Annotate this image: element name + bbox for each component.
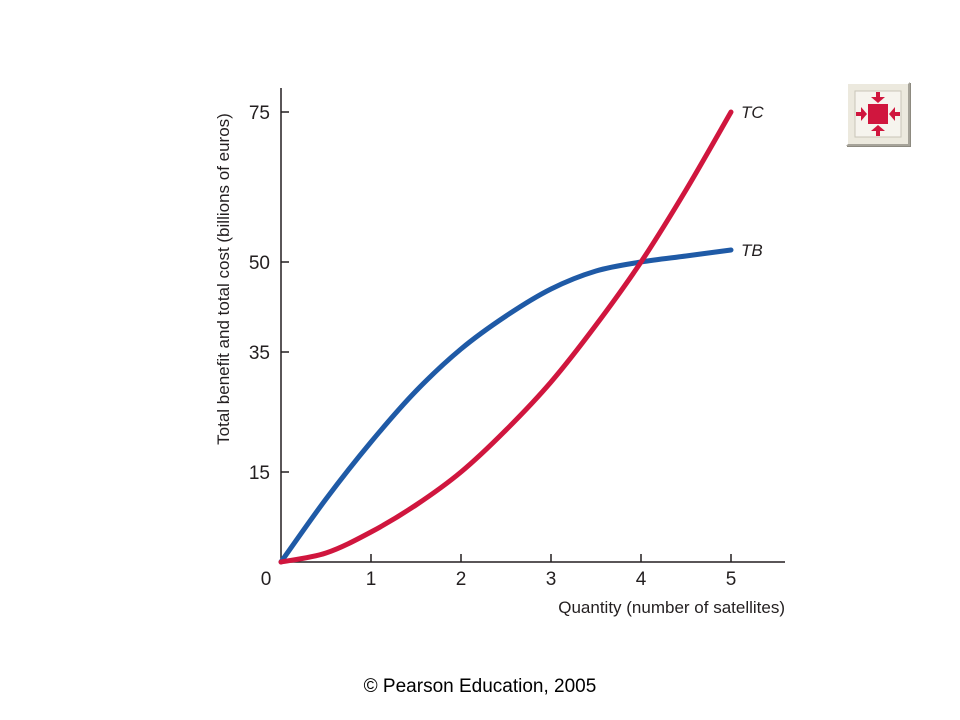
x-axis-title: Quantity (number of satellites) [558, 598, 785, 617]
y-tick-label: 35 [249, 343, 270, 364]
fullscreen-toggle-button[interactable] [846, 82, 910, 146]
series-labels: TB TC [741, 103, 764, 260]
y-tick-label: 15 [249, 463, 270, 484]
x-tick-label: 5 [726, 569, 737, 590]
series-label-tb: TB [741, 241, 763, 260]
x-tick-label: 0 [261, 569, 272, 590]
y-tick-label: 75 [249, 103, 270, 124]
series-lines [278, 109, 734, 565]
y-axis-title: Total benefit and total cost (billions o… [214, 113, 233, 445]
axes [280, 88, 785, 563]
x-tick-label: 3 [546, 569, 557, 590]
x-tick-label: 2 [456, 569, 467, 590]
series-line-tc [278, 109, 734, 565]
x-tick-label: 1 [366, 569, 377, 590]
shrink-arrows-icon [854, 90, 902, 138]
x-tick-label: 4 [636, 569, 647, 590]
ticks: 0 1 2 3 4 5 15 35 50 75 [249, 103, 736, 590]
copyright-text: © Pearson Education, 2005 [363, 676, 597, 697]
series-label-tc: TC [741, 103, 764, 122]
series-line-tb [278, 247, 734, 565]
y-tick-label: 50 [249, 253, 270, 274]
